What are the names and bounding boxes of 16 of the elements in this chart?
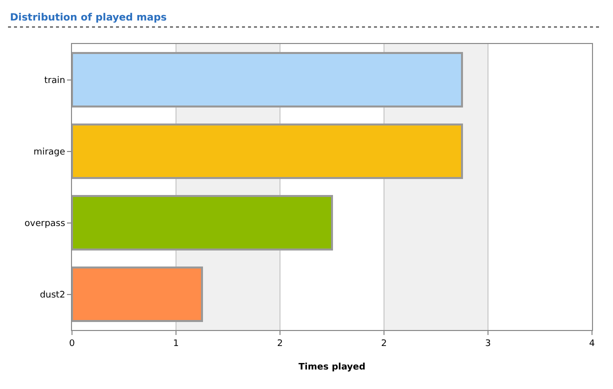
x-tick-label: 2 [381, 338, 387, 349]
y-tick-label: overpass [24, 218, 66, 229]
chart-title: Distribution of played maps [10, 12, 167, 24]
x-axis-title: Times played [298, 362, 366, 373]
y-tick-label: dust2 [40, 290, 66, 300]
x-tick-label: 3 [485, 338, 491, 349]
bar [72, 194, 333, 251]
x-tick-label: 0 [69, 338, 76, 349]
bar [72, 266, 203, 322]
x-tick-label: 2 [277, 338, 283, 349]
y-tick-label: train [44, 76, 66, 86]
bar [72, 52, 463, 108]
y-tick-label: mirage [33, 147, 66, 158]
bar [72, 123, 463, 180]
x-tick-label: 4 [589, 338, 596, 349]
x-tick-label: 1 [173, 338, 179, 349]
